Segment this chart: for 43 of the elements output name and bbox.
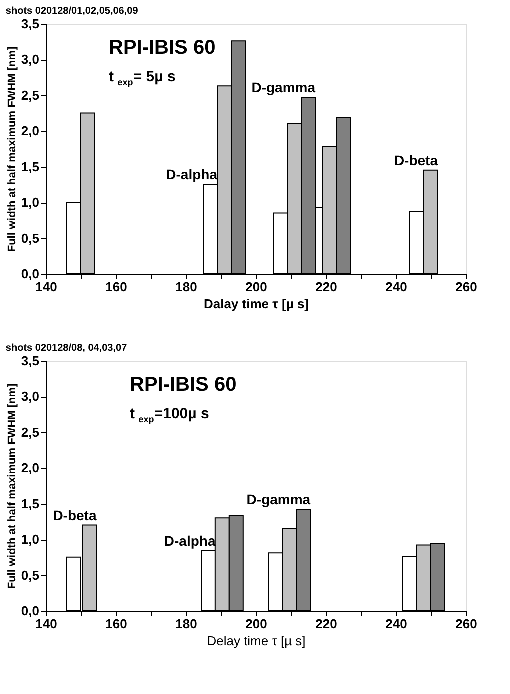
y-tick-label: 3,5 — [21, 354, 40, 368]
annotation: RPI-IBIS 60 — [109, 37, 216, 59]
annotation: D-gamma — [252, 80, 316, 96]
annotation: D-gamma — [246, 492, 311, 508]
y-tick-label: 2,5 — [21, 88, 40, 103]
y-tick-label: 3,0 — [21, 389, 40, 404]
x-tick-label: 220 — [316, 280, 338, 294]
x-tick-label: 140 — [36, 280, 58, 294]
y-tick-label: 0,5 — [21, 230, 40, 246]
y-tick-label: 2,0 — [21, 124, 40, 139]
x-tick-label: 180 — [176, 616, 198, 632]
x-tick-label: 200 — [246, 616, 268, 632]
y-tick-label: 1,5 — [21, 496, 40, 512]
y-tick-label: 1,0 — [21, 195, 40, 210]
x-tick-label: 200 — [246, 280, 268, 294]
y-tick-label: 1,5 — [21, 159, 40, 174]
x-tick-label: 220 — [316, 616, 338, 632]
x-tick-label: 180 — [176, 280, 198, 294]
x-tick-label: 260 — [456, 280, 478, 294]
y-axis-title: Full width at half maximum FWHM [nm] — [6, 46, 18, 252]
x-tick-label: 160 — [106, 280, 128, 294]
annotation: RPI-IBIS 60 — [130, 374, 237, 396]
y-tick-label: 3,0 — [21, 52, 40, 68]
x-axis-title: Dalay time τ [µ s] — [204, 296, 310, 312]
y-tick-label: 0,0 — [21, 266, 40, 282]
y-tick-label: 2,5 — [21, 424, 40, 440]
x-tick-label: 240 — [386, 280, 408, 294]
y-tick-label: 0,0 — [21, 604, 40, 618]
x-tick-label: 260 — [456, 616, 478, 632]
chart-title: shots 020128/08, 04,03,07 — [6, 343, 128, 354]
x-tick-label: 140 — [36, 616, 58, 632]
x-axis-title: Delay time τ [µ s] — [207, 634, 306, 648]
annotation: D-beta — [53, 507, 97, 524]
y-tick-label: 0,5 — [21, 568, 40, 583]
y-axis-title: Full width at half maximum FWHM [nm] — [6, 384, 18, 590]
annotation: D-alpha — [166, 166, 218, 183]
chart-title: shots 020128/01,02,05,06,09 — [6, 6, 139, 17]
x-tick-label: 240 — [386, 616, 408, 632]
x-tick-label: 160 — [106, 616, 128, 632]
y-tick-label: 3,5 — [21, 16, 40, 32]
y-tick-label: 2,0 — [21, 460, 40, 476]
y-tick-label: 1,0 — [21, 532, 40, 548]
annotation: D-beta — [394, 152, 438, 168]
